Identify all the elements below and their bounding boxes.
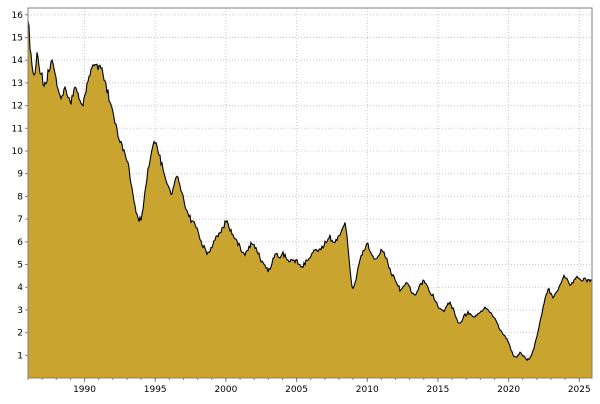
series-area: [28, 20, 592, 379]
plot-frame: [27, 7, 593, 379]
y-tick-label: 13: [12, 79, 23, 89]
x-tick-label: 2020: [497, 385, 520, 395]
y-tick-label: 4: [17, 283, 23, 293]
y-tick-label: 10: [12, 147, 24, 157]
y-tick-label: 2: [17, 329, 23, 339]
x-tick-label: 2000: [214, 385, 237, 395]
y-tick-label: 9: [17, 170, 23, 180]
x-tick-label: 2005: [285, 385, 308, 395]
y-tick-label: 11: [12, 124, 23, 134]
y-tick-label: 15: [12, 34, 23, 44]
x-tick-label: 2010: [356, 385, 379, 395]
y-tick-label: 6: [17, 238, 23, 248]
series-line: [27, 20, 593, 362]
y-tick-label: 8: [17, 192, 23, 202]
y-tick-label: 16: [12, 11, 24, 21]
x-tick-label: 1995: [144, 385, 167, 395]
x-tick-label: 2015: [426, 385, 449, 395]
y-tick-label: 14: [12, 56, 24, 66]
y-tick-label: 12: [12, 102, 23, 112]
x-tick-label: 1990: [73, 385, 96, 395]
x-tick-label: 2025: [568, 385, 591, 395]
y-tick-label: 1: [17, 351, 23, 361]
y-tick-label: 7: [17, 215, 23, 225]
y-tick-label: 5: [17, 261, 23, 271]
y-tick-label: 3: [17, 306, 23, 316]
